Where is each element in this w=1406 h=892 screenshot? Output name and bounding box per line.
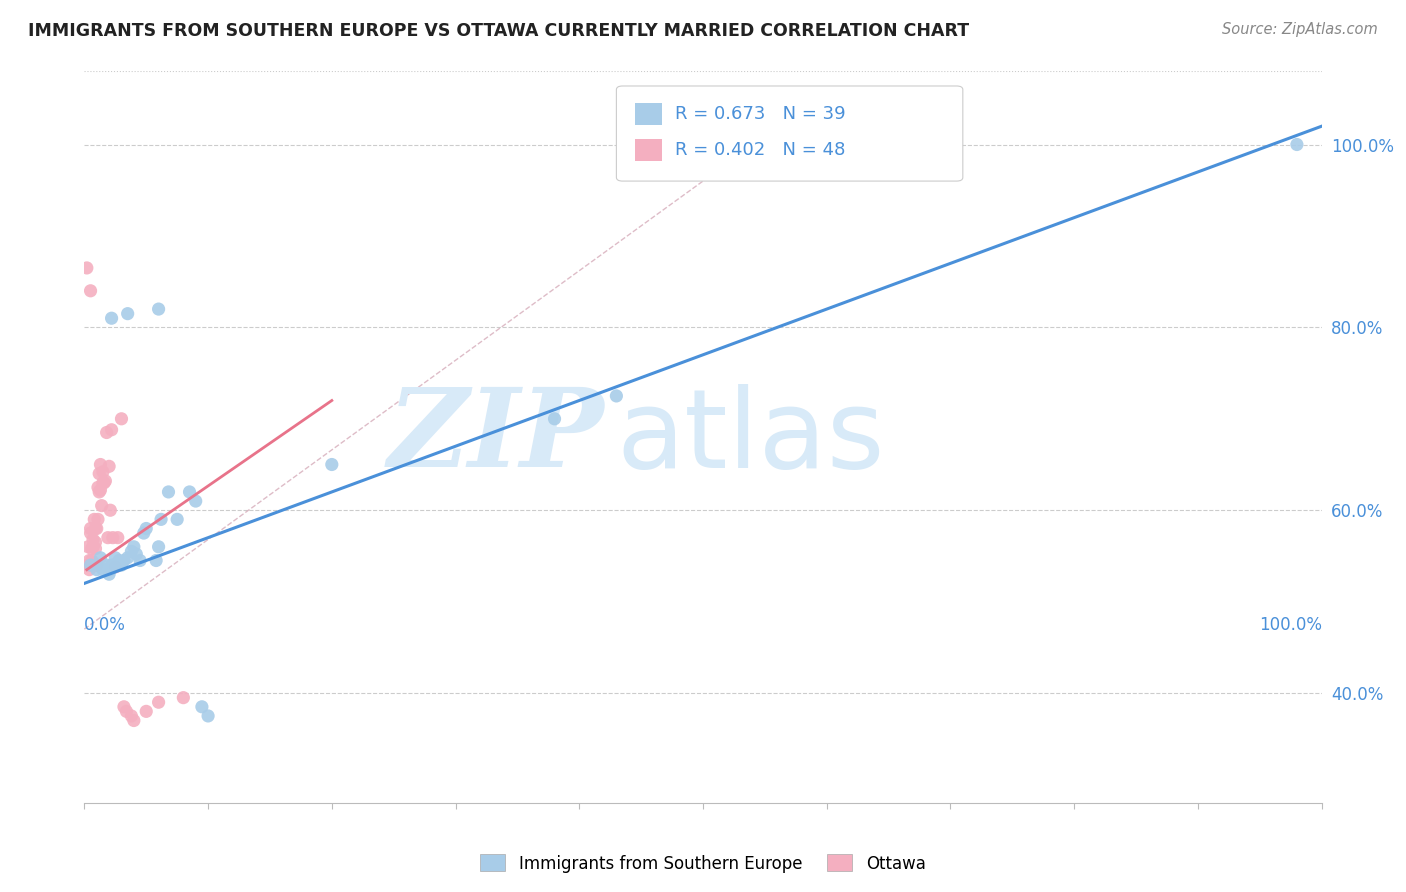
Point [91, 563, 114, 577]
Point [107, 558, 129, 573]
Text: ZIP: ZIP [388, 384, 605, 491]
Point [91, 465, 114, 479]
Point [87, 480, 110, 494]
Point [80, 541, 103, 556]
Point [89, 483, 111, 497]
Point [148, 302, 170, 317]
Point [148, 540, 170, 554]
FancyBboxPatch shape [616, 86, 963, 181]
Point [122, 540, 145, 554]
Text: atlas: atlas [616, 384, 884, 491]
Point [101, 531, 124, 545]
Point [97, 531, 120, 545]
Point [172, 690, 194, 705]
Point [120, 709, 142, 723]
Point [179, 485, 201, 500]
Point [82, 540, 104, 554]
Point [79, 521, 101, 535]
Point [110, 412, 132, 426]
Legend: Immigrants from Southern Europe, Ottawa: Immigrants from Southern Europe, Ottawa [474, 847, 932, 880]
Point [197, 709, 219, 723]
Point [120, 544, 142, 558]
Point [86, 563, 108, 577]
Point [79, 558, 101, 573]
Point [79, 563, 101, 577]
Point [110, 558, 132, 573]
Point [96, 558, 118, 573]
Point [125, 547, 148, 561]
Point [543, 412, 565, 426]
Point [86, 558, 108, 573]
Point [98, 503, 121, 517]
Point [86, 558, 108, 573]
Point [98, 567, 121, 582]
Point [89, 467, 111, 481]
Point [129, 553, 152, 567]
Point [98, 563, 121, 577]
Text: R = 0.402   N = 48: R = 0.402 N = 48 [675, 141, 845, 160]
Point [104, 560, 127, 574]
Point [83, 512, 105, 526]
Text: 100.0%: 100.0% [1258, 616, 1322, 634]
Point [80, 553, 103, 567]
Point [86, 521, 108, 535]
Point [79, 526, 101, 541]
Point [90, 499, 112, 513]
Point [91, 475, 114, 490]
Point [98, 459, 121, 474]
Point [93, 475, 115, 490]
Point [87, 512, 110, 526]
Point [112, 699, 135, 714]
Text: R = 0.673   N = 39: R = 0.673 N = 39 [675, 104, 845, 123]
Point [122, 714, 145, 728]
Point [117, 550, 139, 565]
Point [145, 553, 167, 567]
Point [97, 563, 120, 577]
Point [77, 540, 100, 554]
Point [135, 521, 157, 535]
Point [107, 531, 129, 545]
Point [82, 533, 104, 547]
Point [115, 705, 138, 719]
Text: IMMIGRANTS FROM SOUTHERN EUROPE VS OTTAWA CURRENTLY MARRIED CORRELATION CHART: IMMIGRANTS FROM SOUTHERN EUROPE VS OTTAW… [28, 22, 969, 40]
Point [100, 311, 122, 326]
Point [79, 558, 101, 573]
Point [96, 425, 118, 440]
Point [100, 558, 122, 573]
Bar [636, 103, 662, 125]
Point [117, 307, 139, 321]
Point [79, 284, 101, 298]
Point [148, 695, 170, 709]
Point [84, 521, 107, 535]
Point [191, 699, 214, 714]
Point [605, 389, 627, 403]
Point [79, 553, 101, 567]
Point [157, 485, 180, 500]
Point [77, 558, 100, 573]
Point [100, 423, 122, 437]
Point [89, 485, 111, 500]
Point [84, 535, 107, 549]
Bar [636, 139, 662, 161]
Point [135, 705, 157, 719]
Point [166, 512, 188, 526]
Point [89, 458, 111, 472]
Point [184, 494, 207, 508]
Point [103, 558, 125, 573]
Point [150, 512, 173, 526]
Point [94, 474, 117, 488]
Point [1285, 137, 1308, 152]
Point [112, 553, 135, 567]
Point [84, 541, 107, 556]
Point [101, 560, 124, 574]
Point [76, 260, 98, 275]
Point [89, 550, 111, 565]
Text: Source: ZipAtlas.com: Source: ZipAtlas.com [1222, 22, 1378, 37]
Point [108, 553, 131, 567]
Point [104, 550, 127, 565]
Point [321, 458, 343, 472]
Text: 0.0%: 0.0% [84, 616, 127, 634]
Point [132, 526, 155, 541]
Point [83, 558, 105, 573]
